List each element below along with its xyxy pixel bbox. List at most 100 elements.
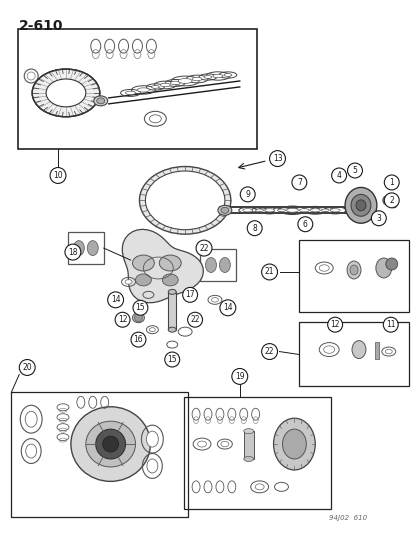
Bar <box>243 431 253 459</box>
Ellipse shape <box>192 77 202 80</box>
Text: 20: 20 <box>22 363 32 372</box>
Ellipse shape <box>159 255 181 271</box>
Text: 17: 17 <box>185 290 195 300</box>
Ellipse shape <box>73 240 84 255</box>
Text: 21: 21 <box>264 268 274 277</box>
Ellipse shape <box>162 274 178 286</box>
Ellipse shape <box>205 257 216 272</box>
Ellipse shape <box>385 349 391 354</box>
Text: 3: 3 <box>375 214 380 223</box>
Ellipse shape <box>197 441 206 447</box>
Ellipse shape <box>221 207 228 213</box>
Ellipse shape <box>346 261 360 279</box>
Ellipse shape <box>168 327 176 332</box>
Ellipse shape <box>160 83 170 87</box>
Text: 22: 22 <box>264 347 274 356</box>
Circle shape <box>50 167 66 183</box>
Ellipse shape <box>223 74 231 76</box>
Ellipse shape <box>85 421 135 467</box>
Circle shape <box>133 300 147 315</box>
Ellipse shape <box>323 346 334 353</box>
Ellipse shape <box>219 257 230 272</box>
Ellipse shape <box>97 98 104 104</box>
Text: 8: 8 <box>252 224 256 233</box>
Ellipse shape <box>282 429 306 459</box>
Ellipse shape <box>221 441 228 447</box>
Text: 22: 22 <box>190 315 199 324</box>
Circle shape <box>383 193 398 208</box>
Circle shape <box>383 175 398 190</box>
Text: 9: 9 <box>244 190 249 199</box>
Ellipse shape <box>139 166 230 234</box>
Ellipse shape <box>299 209 309 212</box>
Circle shape <box>196 240 211 256</box>
Text: 22: 22 <box>199 244 208 253</box>
Ellipse shape <box>25 411 37 427</box>
Circle shape <box>164 352 179 367</box>
Bar <box>299 322 408 386</box>
Ellipse shape <box>135 274 151 286</box>
Circle shape <box>187 312 202 327</box>
Ellipse shape <box>204 76 211 78</box>
Ellipse shape <box>344 188 376 223</box>
Ellipse shape <box>264 209 274 212</box>
Polygon shape <box>122 229 203 303</box>
Circle shape <box>131 332 145 347</box>
Ellipse shape <box>330 209 339 212</box>
Circle shape <box>297 217 312 232</box>
Ellipse shape <box>211 297 218 302</box>
Bar <box>68 232 103 264</box>
Circle shape <box>370 211 385 225</box>
Circle shape <box>389 201 396 208</box>
Ellipse shape <box>87 240 98 255</box>
Bar <box>11 392 188 516</box>
Ellipse shape <box>355 200 365 211</box>
Ellipse shape <box>273 418 315 470</box>
Ellipse shape <box>46 79 85 107</box>
Circle shape <box>327 317 342 332</box>
Ellipse shape <box>320 209 328 212</box>
Ellipse shape <box>178 78 192 83</box>
Text: 6: 6 <box>302 220 307 229</box>
Text: 12: 12 <box>330 320 339 329</box>
Circle shape <box>219 300 235 316</box>
Ellipse shape <box>350 195 370 216</box>
Text: 5: 5 <box>352 166 356 175</box>
Ellipse shape <box>132 313 144 322</box>
Circle shape <box>331 168 346 183</box>
Circle shape <box>261 264 277 280</box>
Ellipse shape <box>349 265 357 275</box>
Circle shape <box>134 314 142 322</box>
Circle shape <box>107 292 123 308</box>
Ellipse shape <box>145 171 224 230</box>
Ellipse shape <box>170 81 180 85</box>
Bar <box>18 29 256 149</box>
Text: 4: 4 <box>336 171 341 180</box>
Bar <box>168 292 176 330</box>
Circle shape <box>231 368 247 384</box>
Ellipse shape <box>217 205 231 215</box>
Ellipse shape <box>132 255 154 271</box>
Text: 7: 7 <box>296 178 301 187</box>
Bar <box>184 397 330 508</box>
Text: 12: 12 <box>118 315 127 324</box>
Ellipse shape <box>146 431 158 447</box>
Ellipse shape <box>243 429 253 434</box>
Ellipse shape <box>26 444 37 458</box>
Circle shape <box>182 287 197 302</box>
Ellipse shape <box>212 74 222 78</box>
Circle shape <box>65 244 81 260</box>
Circle shape <box>95 429 125 459</box>
Ellipse shape <box>375 258 391 278</box>
Text: 2-610: 2-610 <box>19 19 64 33</box>
Ellipse shape <box>125 280 132 284</box>
Ellipse shape <box>137 88 149 92</box>
Circle shape <box>115 312 130 327</box>
Circle shape <box>269 151 285 166</box>
Circle shape <box>102 436 118 452</box>
Text: 94J02  610: 94J02 610 <box>328 515 366 521</box>
Circle shape <box>347 163 361 178</box>
Circle shape <box>385 258 397 270</box>
Ellipse shape <box>125 91 135 95</box>
Text: 15: 15 <box>167 355 177 364</box>
